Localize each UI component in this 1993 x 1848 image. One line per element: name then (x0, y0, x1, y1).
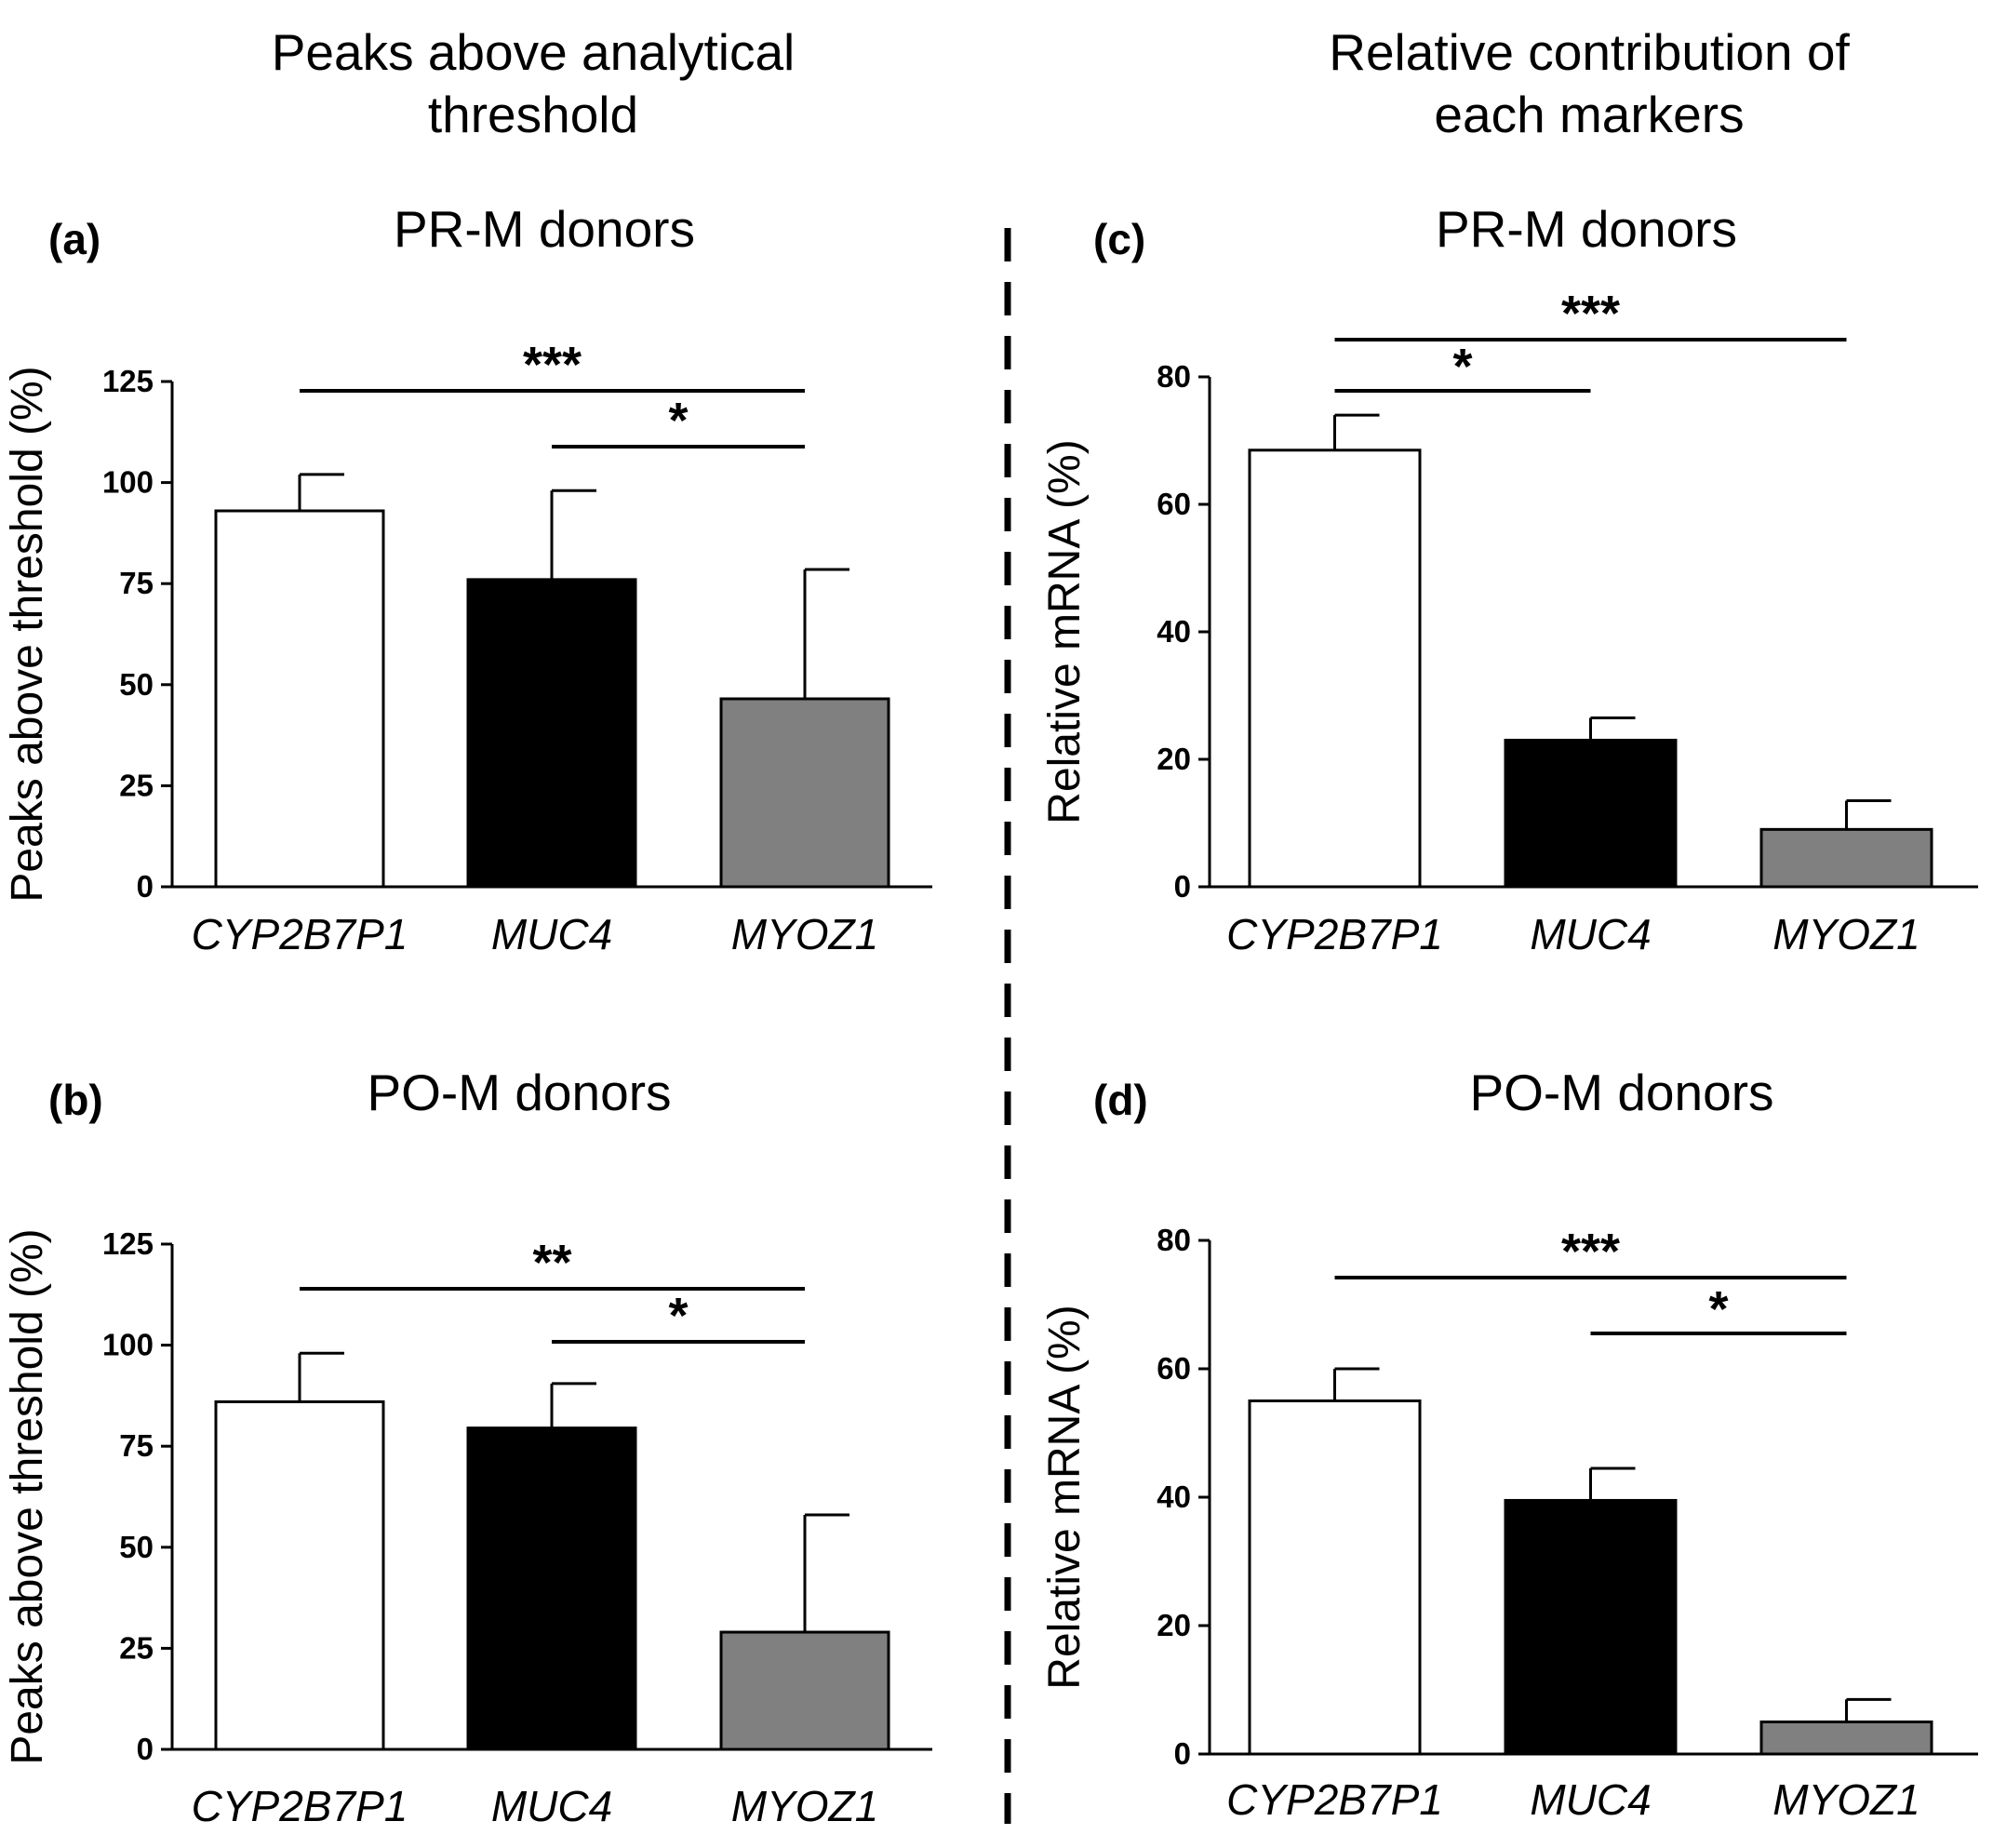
panel-title: PR-M donors (1436, 200, 1737, 258)
bar-1 (1248, 1399, 1422, 1756)
significance-label: * (1708, 1281, 1728, 1337)
panel-label: (b) (48, 1076, 103, 1124)
y-tick-label: 60 (1157, 1351, 1191, 1386)
panel-label: (a) (48, 215, 100, 263)
panel-a: (a) PR-M donors Peaks above threshold (%) 0… (3, 200, 932, 958)
left-column-title-line-2: threshold (428, 86, 638, 143)
significance-label: * (668, 393, 688, 449)
y-tick-label: 75 (119, 1428, 154, 1463)
bar-2 (1504, 738, 1678, 889)
y-axis-title: Relative mRNA (%) (1040, 1305, 1090, 1689)
y-tick-label: 40 (1157, 614, 1191, 649)
category-label: MYOZ1 (731, 1782, 878, 1830)
bar-3 (719, 697, 890, 889)
y-axis-title: Peaks above threshold (%) (3, 1228, 52, 1764)
panel-c: (c) PR-M donors Relative mRNA (%) 0 20 40 60 80… (1040, 200, 1978, 958)
y-tick-label: 25 (119, 768, 154, 802)
y-axis-title: Relative mRNA (%) (1040, 439, 1090, 824)
right-column-title-line-1: Relative contribution of (1329, 23, 1850, 81)
significance-label: ** (532, 1235, 571, 1291)
panel-label: (d) (1093, 1076, 1148, 1124)
bar-2 (466, 1426, 637, 1751)
left-column-title-line-1: Peaks above analytical (272, 23, 796, 81)
bar-1 (214, 509, 385, 889)
panel-label: (c) (1093, 215, 1145, 263)
significance-label: *** (1561, 286, 1620, 341)
y-tick-label: 50 (119, 667, 154, 702)
category-label: MUC4 (1530, 910, 1651, 958)
right-column-title-line-2: each markers (1434, 86, 1744, 143)
y-tick-label: 100 (102, 465, 154, 500)
y-tick-label: 0 (137, 869, 154, 904)
y-tick-label: 80 (1157, 359, 1191, 394)
significance-label: *** (1561, 1224, 1620, 1279)
y-tick-label: 20 (1157, 742, 1191, 776)
category-label: MUC4 (491, 910, 612, 958)
category-label: MUC4 (491, 1782, 612, 1830)
panel-title: PR-M donors (394, 200, 695, 258)
significance-label: *** (523, 337, 582, 393)
bar-3 (1759, 827, 1933, 889)
y-tick-label: 50 (119, 1530, 154, 1564)
y-tick-label: 100 (102, 1328, 154, 1362)
category-label: CYP2B7P1 (192, 910, 408, 958)
significance-label: * (1452, 339, 1472, 395)
panel-b: (b) PO-M donors Peaks above threshold (%) 0… (3, 1064, 932, 1830)
bar-2 (1504, 1498, 1678, 1756)
y-axis-title: Peaks above threshold (%) (3, 366, 52, 902)
category-label: MYOZ1 (1772, 910, 1919, 958)
category-label: MYOZ1 (731, 910, 878, 958)
category-label: CYP2B7P1 (1226, 910, 1443, 958)
y-tick-label: 60 (1157, 487, 1191, 521)
bar-1 (214, 1399, 385, 1751)
panel-title: PO-M donors (367, 1064, 671, 1121)
y-tick-label: 75 (119, 566, 154, 600)
y-tick-label: 0 (137, 1732, 154, 1766)
y-tick-label: 0 (1174, 1736, 1191, 1771)
panel-title: PO-M donors (1469, 1064, 1773, 1121)
category-label: CYP2B7P1 (192, 1782, 408, 1830)
panel-d: (d) PO-M donors Relative mRNA (%) 0 20 40 60 80… (1040, 1064, 1978, 1824)
y-tick-label: 125 (102, 364, 154, 398)
y-tick-label: 0 (1174, 869, 1191, 904)
bar-2 (466, 578, 637, 889)
y-tick-label: 25 (119, 1630, 154, 1665)
bar-3 (719, 1630, 890, 1751)
bar-3 (1759, 1721, 1933, 1756)
bar-1 (1248, 449, 1422, 889)
y-tick-label: 80 (1157, 1223, 1191, 1257)
category-label: MYOZ1 (1772, 1775, 1919, 1824)
y-tick-label: 40 (1157, 1480, 1191, 1514)
y-tick-label: 125 (102, 1226, 154, 1261)
y-tick-label: 20 (1157, 1608, 1191, 1642)
category-label: CYP2B7P1 (1226, 1775, 1443, 1824)
significance-label: * (668, 1288, 688, 1344)
category-label: MUC4 (1530, 1775, 1651, 1824)
